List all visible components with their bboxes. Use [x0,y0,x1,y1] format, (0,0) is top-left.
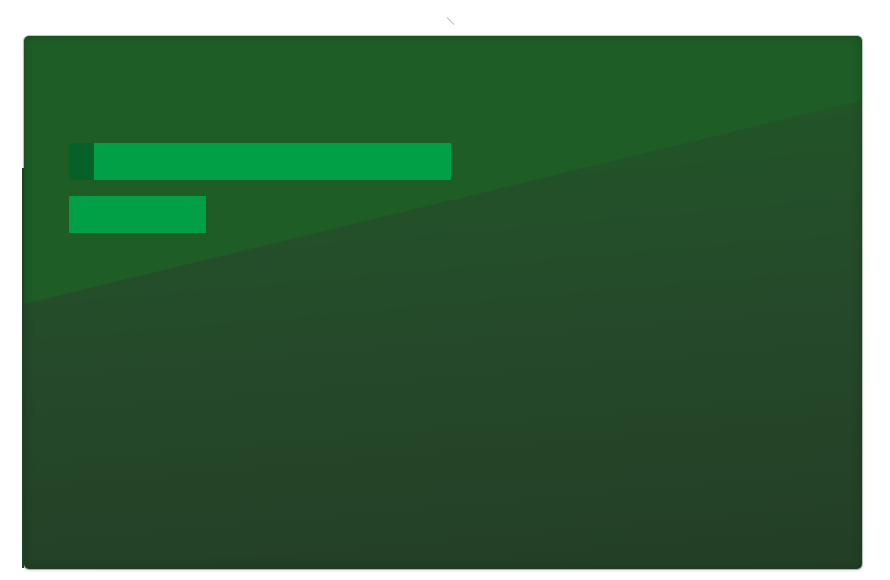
panel-side-tab [22,168,24,568]
primary-loading-bar-fill [69,143,94,180]
primary-loading-bar [69,143,451,180]
loading-panel [24,36,862,569]
top-mark [446,17,455,25]
secondary-loading-bar [69,196,206,233]
